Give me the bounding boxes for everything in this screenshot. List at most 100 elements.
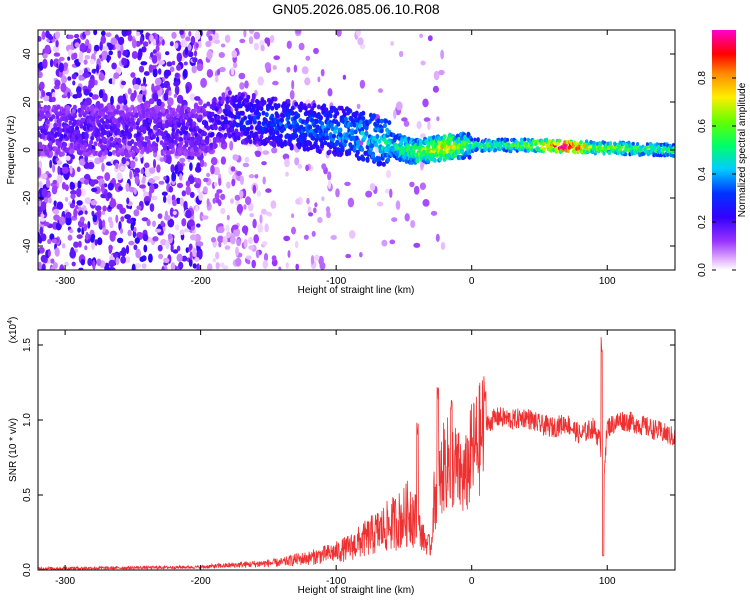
spectrogram-cell: [104, 262, 110, 270]
spectrogram-cell: [119, 207, 126, 214]
spectrogram-cell: [46, 105, 51, 110]
colorbar: 0.0 0.2 0.4 0.6 0.8 Normalized spectral ampl…: [697, 30, 748, 277]
spectrogram-cell: [393, 109, 397, 120]
spectrogram-cell: [220, 207, 226, 215]
spectrogram-cell: [201, 215, 209, 220]
spectrogram-cell: [236, 135, 241, 141]
spectrogram-cell: [63, 62, 69, 69]
spectrogram-cell: [121, 157, 127, 165]
spectrogram-cell: [220, 193, 226, 200]
spectrogram-cell: [95, 205, 102, 212]
spectrogram-cell: [442, 134, 447, 140]
spectrogram-cell: [270, 200, 277, 209]
spectrogram-cell: [143, 119, 148, 125]
spectrogram-cell: [213, 125, 218, 131]
spectrogram-cell: [67, 234, 73, 241]
spectrogram-cell: [142, 233, 149, 242]
spectrogram-cell: [436, 116, 440, 122]
spectrogram-cell: [193, 144, 198, 150]
spectrogram-cell: [248, 36, 254, 45]
spectrogram-cell: [328, 113, 333, 119]
spectrogram-cell: [350, 130, 355, 136]
spectrogram-cell: [50, 133, 55, 139]
spectrogram-cell: [184, 46, 189, 56]
spectrogram-cell: [459, 147, 464, 153]
spectrogram-cell: [375, 134, 380, 139]
spectrogram-cell: [65, 215, 72, 226]
figure-title: GN05.2026.085.06.10.R08: [272, 1, 440, 17]
spectrogram-cell: [236, 114, 241, 120]
spectrogram-cell: [152, 92, 159, 102]
spectrogram-cell: [272, 65, 277, 70]
spectrogram-cell: [181, 121, 186, 127]
spectrogram-cell: [49, 159, 53, 169]
spectrogram-cell: [109, 232, 116, 242]
spectrogram-cell: [98, 89, 104, 99]
spectrogram-cell: [161, 191, 168, 196]
spectrogram-cell: [252, 184, 257, 194]
spectrogram-cell: [78, 267, 84, 270]
spectrogram-cell: [389, 188, 393, 198]
spectrogram-cell: [381, 161, 386, 167]
spectrogram-cell: [347, 150, 352, 156]
spectrogram-cell: [220, 114, 225, 120]
spectrogram-cell: [77, 227, 81, 233]
spectrogram-cell: [101, 50, 108, 60]
spectrogram-cell: [69, 249, 76, 259]
spectrogram-cell: [413, 185, 420, 195]
spectrogram-cell: [195, 205, 199, 213]
spectrogram-cell: [141, 46, 147, 53]
spectrogram-cell: [203, 177, 209, 183]
spectrogram-cell: [448, 132, 452, 138]
spectrogram-cell: [88, 92, 93, 98]
spectrogram-cell: [205, 40, 212, 48]
spectrogram-cell: [76, 234, 83, 240]
spectrogram-cell: [357, 37, 364, 46]
spectrogram-cell: [162, 145, 167, 151]
spectrogram-cell: [84, 30, 91, 36]
spectrogram-cell: [89, 139, 94, 145]
spectrogram-cell: [58, 216, 66, 226]
spectrogram-cell: [109, 136, 114, 142]
snr-y-tick-label: 1.5: [22, 338, 33, 352]
spectrogram-cell: [210, 111, 215, 117]
spectrogram-cell: [45, 119, 50, 125]
spectrogram-cell: [285, 262, 289, 269]
spectrogram-cell: [44, 150, 49, 156]
spectrogram-cell: [218, 126, 223, 132]
spectrogram-cell: [60, 82, 67, 93]
spectrogram-cell: [82, 125, 87, 131]
spectrogram-cell: [264, 127, 269, 133]
spectrogram-cell: [344, 181, 351, 186]
spectrogram-cell: [166, 113, 171, 119]
spectrogram-cell: [113, 72, 120, 79]
spectrogram-x-label: Height of straight line (km): [298, 285, 415, 296]
spectrogram-cell: [40, 201, 47, 211]
spectrogram-cell: [305, 164, 309, 172]
spectrogram-cell: [141, 217, 149, 222]
spectrogram-cell: [557, 138, 562, 143]
spectrogram-cell: [351, 118, 356, 124]
spectrogram-cell: [232, 102, 237, 108]
spectrogram-cell: [424, 139, 429, 145]
spectrogram-cell: [111, 62, 117, 70]
spectrogram-cell: [61, 166, 69, 174]
spectrogram-cell: [174, 164, 179, 175]
spectrogram-cell: [180, 108, 185, 114]
spectrogram-cell: [110, 264, 114, 270]
spectrogram-cell: [171, 171, 177, 182]
spectrogram-cell: [71, 73, 77, 80]
spectrogram-cell: [189, 251, 193, 260]
spectrogram-cell: [123, 104, 128, 110]
spectrogram-cell: [257, 76, 265, 86]
spectrogram-cell: [283, 235, 291, 242]
spectrogram-cell: [79, 158, 86, 166]
spectrogram-cell: [153, 152, 158, 158]
spectrogram-cell: [53, 52, 61, 57]
spectrogram-cell: [120, 44, 124, 55]
spectrogram-cell: [152, 134, 156, 140]
spectrogram-cell: [90, 104, 95, 110]
spectrogram-cell: [140, 168, 144, 175]
spectrogram-cell: [214, 192, 220, 201]
spectrogram-cell: [179, 130, 184, 136]
